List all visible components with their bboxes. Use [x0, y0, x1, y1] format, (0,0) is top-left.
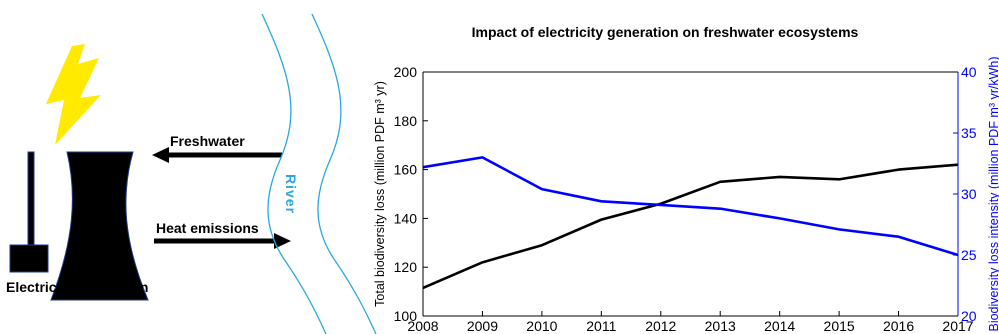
chart: Impact of electricity generation on fres…: [373, 24, 999, 334]
y-axis-right-label: Biodiversity loss intensity (million PDF…: [987, 56, 999, 331]
y-axis-left-label: Total biodiversity loss (million PDF m³ …: [373, 81, 387, 307]
y-right-tick-label: 40: [961, 64, 977, 80]
y-right-tick-label: 35: [961, 125, 977, 141]
x-tick-label: 2017: [942, 318, 973, 334]
y-left-tick-label: 180: [394, 113, 418, 129]
freshwater-label: Freshwater: [170, 133, 245, 149]
y-right-tick-label: 20: [961, 308, 977, 324]
electricity-generation-label: Electricity generation: [6, 279, 148, 295]
plant-base-icon: [9, 244, 49, 273]
y-left-tick-label: 140: [394, 210, 418, 226]
heat-arrowhead: [274, 233, 291, 249]
y-left-tick-label: 100: [394, 308, 418, 324]
river-bank-right: [311, 13, 377, 334]
x-tick-label: 2014: [764, 318, 795, 334]
chimney-icon: [27, 151, 35, 253]
river-label: River: [283, 174, 299, 214]
x-tick-label: 2010: [526, 318, 557, 334]
y-left-tick-label: 200: [394, 64, 418, 80]
x-tick-label: 2016: [883, 318, 914, 334]
x-tick-label: 2015: [824, 318, 855, 334]
y-left-tick-label: 160: [394, 162, 418, 178]
series-line-right: [422, 156, 959, 257]
heat-emissions-label: Heat emissions: [156, 220, 259, 236]
x-tick-label: 2013: [705, 318, 736, 334]
plant-diagram: Freshwater Heat emissions Electricity ge…: [6, 13, 377, 334]
x-tick-label: 2008: [407, 318, 438, 334]
cooling-tower-icon: [50, 151, 149, 301]
y-right-tick-label: 30: [961, 186, 977, 202]
lightning-bolt-icon: [46, 44, 101, 145]
x-tick-label: 2012: [645, 318, 676, 334]
chart-title: Impact of electricity generation on fres…: [472, 24, 859, 40]
freshwater-arrowhead: [152, 147, 169, 163]
x-tick-label: 2009: [467, 318, 498, 334]
y-left-tick-label: 120: [394, 259, 418, 275]
x-tick-label: 2011: [586, 318, 616, 334]
y-right-tick-label: 25: [961, 247, 977, 263]
series-line-left: [422, 163, 959, 290]
river-bank-left: [261, 13, 327, 334]
